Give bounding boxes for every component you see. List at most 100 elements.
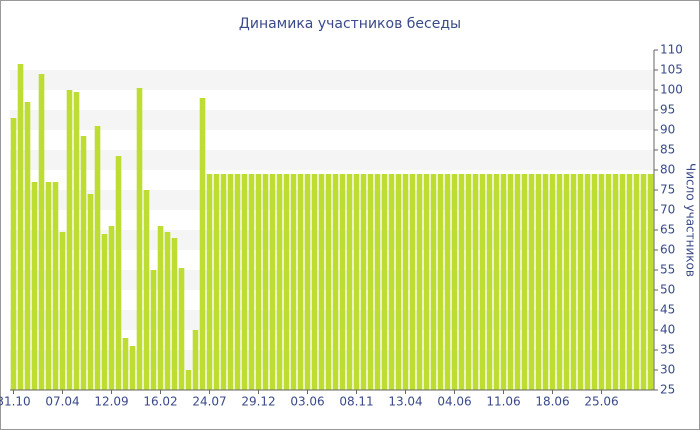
bar	[108, 226, 115, 390]
x-tick-label: 29.12	[241, 395, 275, 409]
bar	[423, 174, 430, 390]
x-tick-label: 13.04	[388, 395, 422, 409]
bar	[465, 174, 472, 390]
grid-band	[10, 310, 654, 330]
bar	[297, 174, 304, 390]
bar	[220, 174, 227, 390]
bar	[409, 174, 416, 390]
bar	[339, 174, 346, 390]
bar	[255, 174, 262, 390]
bar	[346, 174, 353, 390]
bar	[115, 156, 122, 390]
bar	[101, 234, 108, 390]
grid-band	[10, 150, 654, 170]
y-tick-label: 30	[660, 363, 675, 377]
bar	[178, 268, 185, 390]
bar	[213, 174, 220, 390]
bar	[640, 174, 647, 390]
y-tick-label: 105	[660, 63, 683, 77]
grid-band	[10, 110, 654, 130]
bar	[535, 174, 542, 390]
bar	[283, 174, 290, 390]
bar	[276, 174, 283, 390]
y-axis-label: Число участников	[684, 163, 698, 277]
bar	[521, 174, 528, 390]
x-tick-label: 24.07	[192, 395, 226, 409]
bar	[598, 174, 605, 390]
y-tick-label: 95	[660, 103, 675, 117]
bar	[500, 174, 507, 390]
bar	[584, 174, 591, 390]
bar	[94, 126, 101, 390]
bar	[192, 330, 199, 390]
bar	[164, 232, 171, 390]
bar	[122, 338, 129, 390]
bar	[591, 174, 598, 390]
bar	[290, 174, 297, 390]
bar	[493, 174, 500, 390]
bar	[647, 174, 654, 390]
y-tick-label: 90	[660, 123, 675, 137]
bar	[479, 174, 486, 390]
bar	[549, 174, 556, 390]
y-tick-label: 55	[660, 263, 675, 277]
bar	[45, 182, 52, 390]
bar	[227, 174, 234, 390]
chart-title: Динамика участников беседы	[239, 16, 461, 32]
bar	[241, 174, 248, 390]
bar	[325, 174, 332, 390]
x-tick-label: 25.06	[584, 395, 618, 409]
bar	[80, 136, 87, 390]
bar	[605, 174, 612, 390]
bar	[332, 174, 339, 390]
bar	[353, 174, 360, 390]
bar	[318, 174, 325, 390]
bar	[38, 74, 45, 390]
bar	[633, 174, 640, 390]
bar	[542, 174, 549, 390]
bar	[248, 174, 255, 390]
y-tick-label: 75	[660, 183, 675, 197]
bar	[514, 174, 521, 390]
bar	[52, 182, 59, 390]
y-tick-label: 100	[660, 83, 683, 97]
grid-band	[10, 270, 654, 290]
bar	[416, 174, 423, 390]
bar	[437, 174, 444, 390]
y-tick-label: 80	[660, 163, 675, 177]
bar	[402, 174, 409, 390]
y-tick-label: 35	[660, 343, 675, 357]
bar	[304, 174, 311, 390]
y-tick-label: 60	[660, 243, 675, 257]
bar	[374, 174, 381, 390]
bar	[24, 102, 31, 390]
bar	[458, 174, 465, 390]
bar	[59, 232, 66, 390]
bar	[129, 346, 136, 390]
bar	[73, 92, 80, 390]
y-tick-label: 45	[660, 303, 675, 317]
y-tick-label: 110	[660, 43, 683, 57]
x-tick-label: 03.06	[290, 395, 324, 409]
bar	[311, 174, 318, 390]
bar	[388, 174, 395, 390]
bar	[486, 174, 493, 390]
x-tick-label: 11.06	[486, 395, 520, 409]
bar	[206, 174, 213, 390]
bar	[444, 174, 451, 390]
bar	[31, 182, 38, 390]
bar	[381, 174, 388, 390]
x-tick-label: 08.11	[339, 395, 373, 409]
grid-band	[10, 350, 654, 370]
bar	[395, 174, 402, 390]
bar	[507, 174, 514, 390]
bar	[612, 174, 619, 390]
x-tick-label: 07.04	[45, 395, 79, 409]
x-tick-label: 16.02	[143, 395, 177, 409]
bar	[563, 174, 570, 390]
y-tick-label: 85	[660, 143, 675, 157]
bar	[185, 370, 192, 390]
bar	[10, 118, 17, 390]
bar	[143, 190, 150, 390]
